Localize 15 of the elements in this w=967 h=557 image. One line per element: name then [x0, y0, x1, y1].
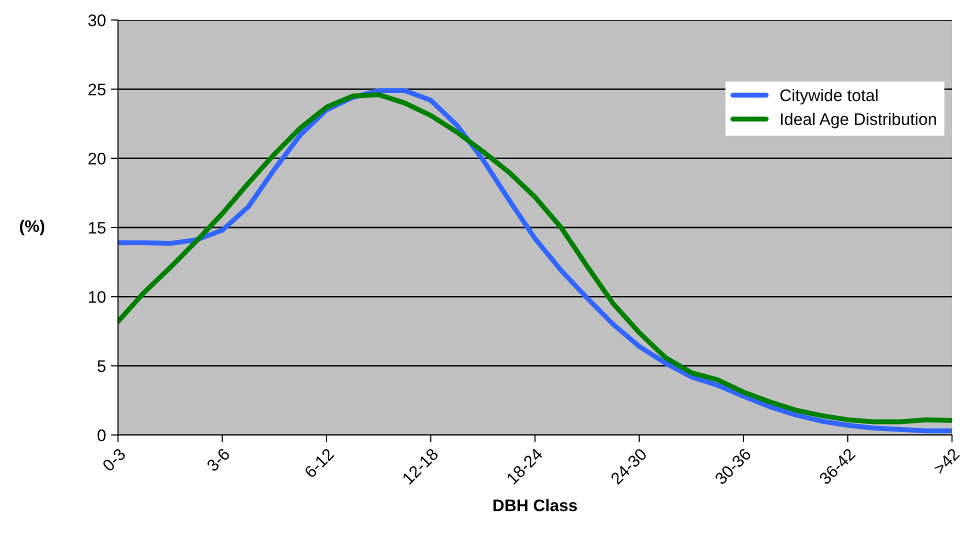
- y-tick-label: 25: [88, 84, 106, 96]
- x-tick-label: 0-3: [102, 448, 126, 472]
- x-axis-title: DBH Class: [494, 499, 577, 512]
- legend-label: Ideal Age Distribution: [781, 112, 936, 128]
- y-tick-label: 15: [88, 222, 106, 234]
- x-tick-label: 6-12: [304, 448, 335, 478]
- x-tick-label: >42: [932, 448, 960, 475]
- y-tick-label: 0: [98, 429, 106, 442]
- y-tick-label: 20: [88, 152, 106, 165]
- y-axis-title: (%): [20, 220, 44, 236]
- y-tick-label: 5: [98, 360, 106, 372]
- y-tick-label: 10: [88, 291, 106, 303]
- x-tick-label: 3-6: [206, 448, 230, 472]
- legend-label: Citywide total: [780, 88, 878, 104]
- y-tick-label: 30: [88, 14, 106, 26]
